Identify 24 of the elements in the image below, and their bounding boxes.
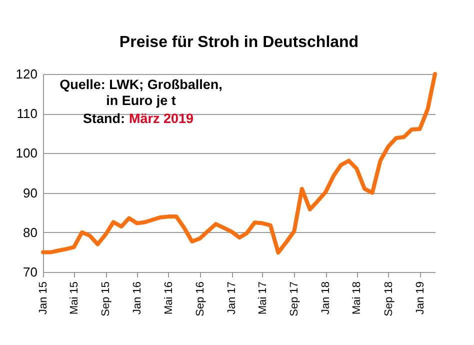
y-tick-label: 70	[23, 264, 38, 280]
y-tick-label: 80	[23, 224, 38, 240]
x-tick-label: Mai 18	[351, 282, 364, 315]
annotation: Stand:	[83, 111, 125, 126]
y-tick-label: 120	[16, 66, 38, 82]
chart-title: Preise für Stroh in Deutschland	[119, 34, 359, 51]
x-tick-label: Jan 19	[414, 282, 426, 315]
annotation: März 2019	[129, 111, 194, 126]
x-tick-label: Jan 17	[226, 282, 238, 315]
x-tick-label: Jan 18	[320, 282, 332, 315]
annotation: in Euro je t	[106, 93, 176, 108]
x-tick-label: Sep 17	[288, 282, 301, 316]
x-tick-label: Sep 16	[194, 282, 207, 316]
x-tick-label: Sep 15	[100, 282, 112, 316]
x-tick-label: Jan 16	[132, 282, 144, 315]
y-tick-label: 100	[16, 146, 38, 161]
x-tick-label: Mai 15	[68, 282, 80, 315]
annotation: Quelle: LWK; Großballen,	[60, 77, 222, 92]
x-tick-label: Jan 15	[38, 282, 50, 315]
x-tick-label: Sep 18	[382, 282, 395, 316]
x-tick-label: Mai 16	[162, 282, 175, 315]
y-tick-label: 110	[16, 106, 38, 122]
y-tick-label: 90	[23, 185, 38, 200]
x-tick-label: Mai 17	[256, 282, 269, 315]
